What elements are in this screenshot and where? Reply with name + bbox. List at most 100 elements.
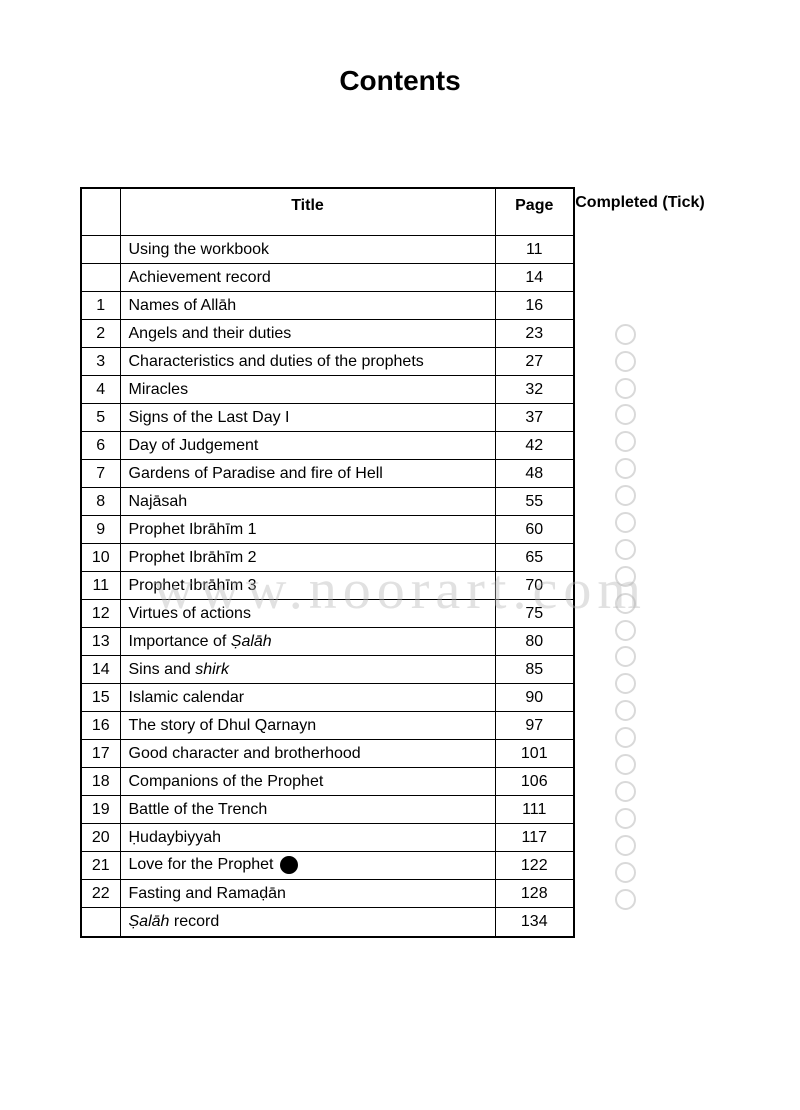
table-row: 8Najāsah55 — [82, 488, 573, 516]
page-cell: 65 — [495, 544, 573, 572]
title-cell: Prophet Ibrāhīm 3 — [120, 572, 495, 600]
page-title: Contents — [0, 0, 800, 187]
italic-word: Ṣalāh — [129, 913, 170, 930]
title-cell: Prophet Ibrāhīm 2 — [120, 544, 495, 572]
number-cell: 3 — [82, 348, 120, 376]
number-cell: 6 — [82, 432, 120, 460]
number-cell: 21 — [82, 852, 120, 880]
page-cell: 97 — [495, 712, 573, 740]
number-cell: 10 — [82, 544, 120, 572]
tick-circle[interactable] — [615, 889, 636, 910]
tick-circle[interactable] — [615, 700, 636, 721]
page-cell: 122 — [495, 852, 573, 880]
number-cell: 13 — [82, 628, 120, 656]
number-cell: 1 — [82, 292, 120, 320]
number-cell — [82, 236, 120, 264]
page-cell: 85 — [495, 656, 573, 684]
number-cell: 11 — [82, 572, 120, 600]
table-row: 14Sins and shirk85 — [82, 656, 573, 684]
title-cell: Day of Judgement — [120, 432, 495, 460]
table-row: 7Gardens of Paradise and fire of Hell48 — [82, 460, 573, 488]
tick-circle[interactable] — [615, 404, 636, 425]
table-row: 6Day of Judgement42 — [82, 432, 573, 460]
title-cell: Achievement record — [120, 264, 495, 292]
page-cell: 55 — [495, 488, 573, 516]
number-cell: 19 — [82, 796, 120, 824]
tick-circle[interactable] — [615, 781, 636, 802]
title-cell: Companions of the Prophet — [120, 768, 495, 796]
page-cell: 75 — [495, 600, 573, 628]
table-row: Achievement record14 — [82, 264, 573, 292]
tick-circle[interactable] — [615, 431, 636, 452]
title-cell: Najāsah — [120, 488, 495, 516]
tick-circle[interactable] — [615, 673, 636, 694]
number-cell: 8 — [82, 488, 120, 516]
number-cell: 4 — [82, 376, 120, 404]
page-cell: 111 — [495, 796, 573, 824]
page-cell: 11 — [495, 236, 573, 264]
title-cell: Islamic calendar — [120, 684, 495, 712]
tick-circle[interactable] — [615, 485, 636, 506]
table-body: Using the workbook11Achievement record14… — [82, 236, 573, 936]
italic-word: Ṣalāh — [231, 633, 272, 650]
tick-circle[interactable] — [615, 754, 636, 775]
number-cell: 5 — [82, 404, 120, 432]
table-container: Title Page Using the workbook11Achieveme… — [80, 187, 575, 938]
tick-circle[interactable] — [615, 458, 636, 479]
number-cell — [82, 908, 120, 936]
title-cell: The story of Dhul Qarnayn — [120, 712, 495, 740]
table-row: 11Prophet Ibrāhīm 370 — [82, 572, 573, 600]
page-cell: 60 — [495, 516, 573, 544]
title-cell: Importance of Ṣalāh — [120, 628, 495, 656]
tick-circle[interactable] — [615, 620, 636, 641]
page-cell: 27 — [495, 348, 573, 376]
tick-circle[interactable] — [615, 808, 636, 829]
tick-circle[interactable] — [615, 512, 636, 533]
number-cell: 22 — [82, 880, 120, 908]
table-row: 1Names of Allāh16 — [82, 292, 573, 320]
page-header: Page — [495, 189, 573, 236]
tick-circle[interactable] — [615, 646, 636, 667]
number-cell — [82, 264, 120, 292]
table-row: 22Fasting and Ramaḍān128 — [82, 880, 573, 908]
table-row: 13Importance of Ṣalāh80 — [82, 628, 573, 656]
tick-circle[interactable] — [615, 727, 636, 748]
page-cell: 23 — [495, 320, 573, 348]
tick-circle[interactable] — [615, 835, 636, 856]
tick-circle[interactable] — [615, 566, 636, 587]
title-cell: Ṣalāh record — [120, 908, 495, 936]
tick-circle[interactable] — [615, 862, 636, 883]
title-cell: Fasting and Ramaḍān — [120, 880, 495, 908]
table-row: 19Battle of the Trench111 — [82, 796, 573, 824]
title-cell: Good character and brotherhood — [120, 740, 495, 768]
title-cell: Prophet Ibrāhīm 1 — [120, 516, 495, 544]
title-cell: Miracles — [120, 376, 495, 404]
tick-circle[interactable] — [615, 378, 636, 399]
page-cell: 14 — [495, 264, 573, 292]
page-cell: 101 — [495, 740, 573, 768]
title-cell: Signs of the Last Day I — [120, 404, 495, 432]
table-row: 15Islamic calendar90 — [82, 684, 573, 712]
number-cell: 7 — [82, 460, 120, 488]
tick-circle[interactable] — [615, 351, 636, 372]
page-cell: 37 — [495, 404, 573, 432]
number-cell: 12 — [82, 600, 120, 628]
tick-circle[interactable] — [615, 539, 636, 560]
tick-circle[interactable] — [615, 593, 636, 614]
tick-circle[interactable] — [615, 324, 636, 345]
page-cell: 90 — [495, 684, 573, 712]
contents-table: Title Page Using the workbook11Achieveme… — [82, 189, 573, 936]
page-cell: 70 — [495, 572, 573, 600]
title-cell: Love for the Prophet — [120, 852, 495, 880]
table-row: Ṣalāh record134 — [82, 908, 573, 936]
table-row: 10Prophet Ibrāhīm 265 — [82, 544, 573, 572]
content-wrapper: Title Page Using the workbook11Achieveme… — [0, 187, 800, 938]
table-row: 9Prophet Ibrāhīm 160 — [82, 516, 573, 544]
number-cell: 15 — [82, 684, 120, 712]
title-cell: Names of Allāh — [120, 292, 495, 320]
table-row: 18Companions of the Prophet106 — [82, 768, 573, 796]
title-cell: Angels and their duties — [120, 320, 495, 348]
number-cell: 14 — [82, 656, 120, 684]
page-cell: 48 — [495, 460, 573, 488]
table-row: 2Angels and their duties23 — [82, 320, 573, 348]
